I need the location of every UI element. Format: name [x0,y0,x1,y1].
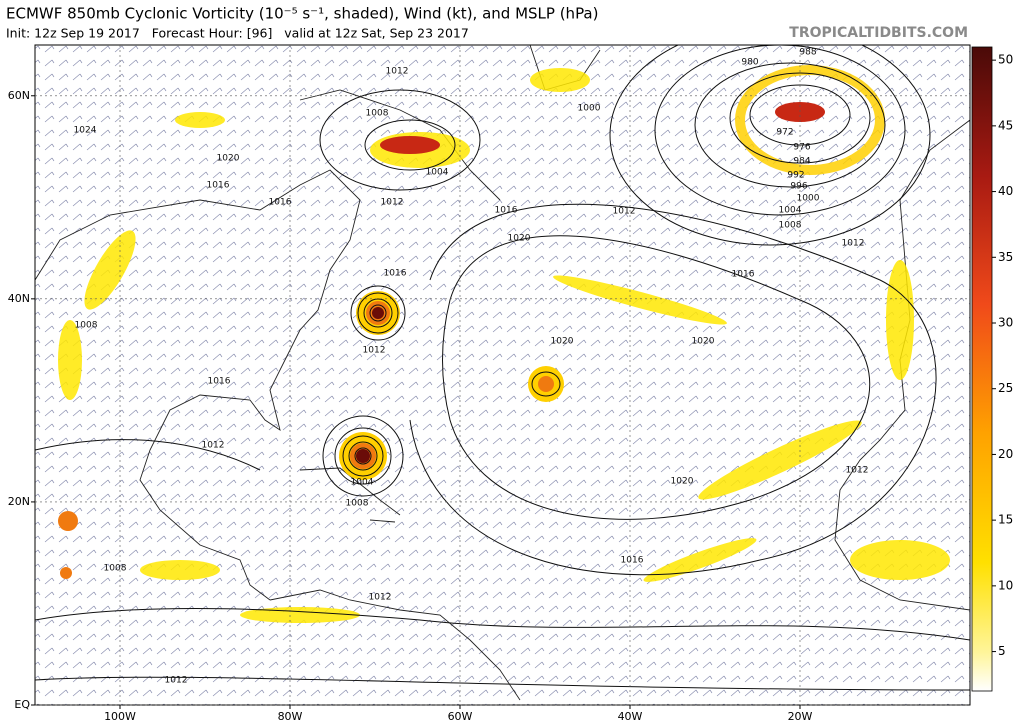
lat-label: 60N [8,89,30,102]
isobar-label: 1016 [207,181,230,191]
colorbar-label: 5 [998,644,1006,658]
isobar-label: 1020 [217,154,240,164]
isobar-label: 976 [793,143,810,153]
title: ECMWF 850mb Cyclonic Vorticity (10⁻⁵ s⁻¹… [6,5,598,23]
isobar-label: 1008 [104,564,127,574]
isobar-label: 1012 [202,441,225,451]
isobar-label: 1012 [381,198,404,208]
coast-north-america [35,169,361,601]
lat-label: 20N [8,495,30,508]
isobar-label: 1016 [208,377,231,387]
isobar-label: 1020 [671,477,694,487]
colorbar-label: 10 [998,578,1013,592]
isobar-label: 1016 [384,269,407,279]
isobar-label: 1020 [692,337,715,347]
colorbar-label: 30 [998,316,1013,330]
colorbar-label: 20 [998,447,1013,461]
lon-label: 100W [104,710,136,723]
isobar-label: 1024 [74,126,97,136]
lon-label: 60W [448,710,473,723]
isobar-label: 1016 [621,556,644,566]
isobar-label: 1016 [269,198,292,208]
lat-label: EQ [14,698,30,711]
isobar-label: 1012 [386,67,409,77]
isobar-label: 980 [741,58,758,68]
isobar-label: 992 [787,171,804,181]
colorbar-label: 25 [998,381,1013,395]
lon-label: 40W [618,710,643,723]
isobar-label: 1004 [779,206,802,216]
colorbar-label: 50 [998,53,1013,67]
lon-label: 20W [788,710,813,723]
colorbar [971,46,993,692]
isobar-label: 972 [776,128,793,138]
isobar-label: 1012 [363,346,386,356]
colorbar-label: 40 [998,184,1013,198]
isobar-label: 1020 [551,337,574,347]
isobar-label: 1016 [495,206,518,216]
isobar-label: 1016 [732,270,755,280]
isobar-label: 988 [799,48,816,58]
isobar-label: 984 [793,157,810,167]
lon-label: 80W [278,710,303,723]
coast-south-america [269,589,521,701]
lat-label: 40N [8,292,30,305]
isobar-label: 1008 [366,109,389,119]
isobar-label: 1000 [797,194,820,204]
isobar-label: 1004 [351,478,374,488]
isobar-label: 1012 [613,207,636,217]
isobar-label: 1004 [426,168,449,178]
isobar-label: 1008 [346,499,369,509]
isobar-label: 996 [790,182,807,192]
isobar-label: 1012 [842,239,865,249]
map-area [35,45,970,705]
wind-barbs [35,45,970,705]
colorbar-label: 45 [998,118,1013,132]
map-frame [34,44,971,706]
isobar-label: 1012 [846,466,869,476]
isobar-label: 1000 [578,104,601,114]
isobar-label: 1012 [369,593,392,603]
subtitle: Init: 12z Sep 19 2017 Forecast Hour: [96… [6,26,469,41]
colorbar-label: 15 [998,513,1013,527]
isobar-label: 1008 [75,321,98,331]
isobar-label: 1012 [165,676,188,686]
colorbar-label: 35 [998,250,1013,264]
watermark: TROPICALTIDBITS.COM [789,25,968,41]
isobar-label: 1020 [508,234,531,244]
isobar-label: 1008 [779,221,802,231]
coast-europe-africa [834,119,970,611]
